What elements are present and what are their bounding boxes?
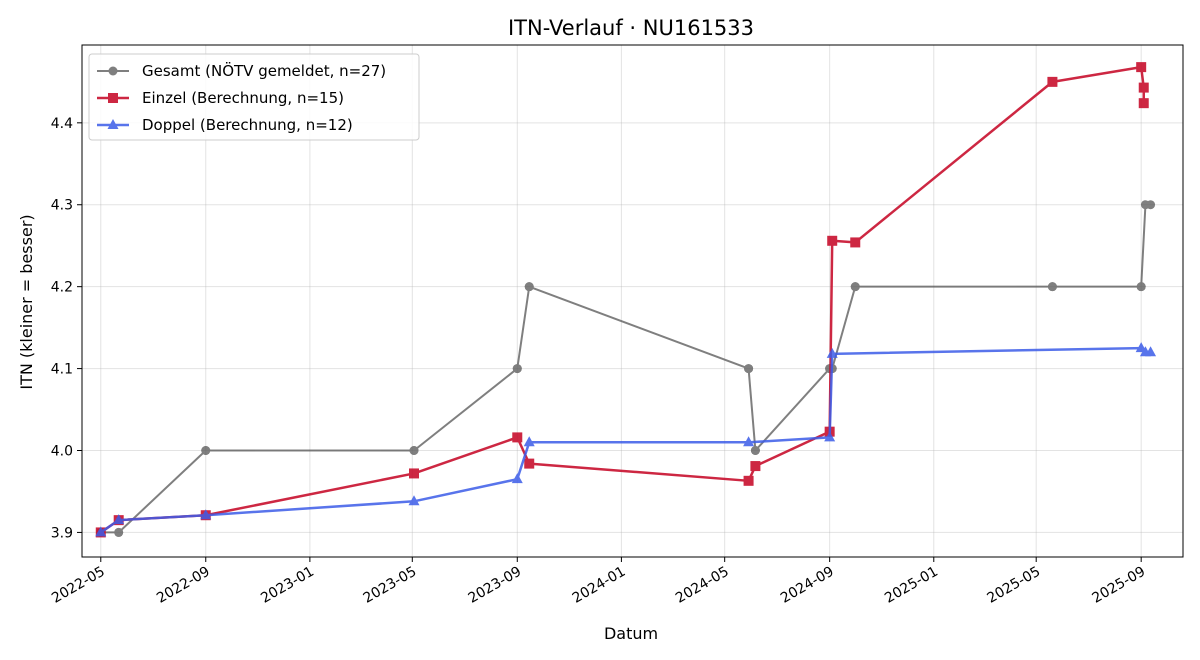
data-point: [409, 468, 420, 479]
y-axis: 3.9 4.0 4.1 4.2 4.3 4.4: [51, 116, 82, 541]
data-point: [1145, 346, 1157, 357]
data-point: [826, 347, 838, 358]
data-point: [1146, 200, 1156, 210]
data-point: [750, 461, 761, 472]
legend-marker: [108, 93, 118, 103]
y-axis-label: ITN (kleiner = besser): [17, 214, 36, 389]
data-point: [524, 458, 535, 469]
data-point: [824, 431, 836, 442]
series-circle: [96, 200, 1156, 537]
plot-frame: [81, 44, 1184, 558]
legend-item: [97, 66, 129, 76]
data-point: [744, 364, 754, 374]
y-tick-label: 4.1: [51, 362, 73, 378]
data-point: [1138, 82, 1149, 93]
legend-item: [97, 93, 129, 103]
data-point: [523, 436, 535, 447]
y-tick-label: 4.3: [51, 198, 73, 214]
x-tick-label: 2025-05: [985, 564, 1044, 607]
y-tick-label: 4.0: [51, 444, 73, 460]
y-tick-label: 3.9: [51, 525, 73, 541]
data-point: [201, 446, 211, 456]
data-point: [524, 282, 534, 292]
data-point: [113, 514, 125, 525]
data-point: [743, 436, 755, 447]
x-tick-label: 2022-05: [49, 564, 108, 607]
data-point: [511, 473, 523, 484]
x-axis-label: Datum: [604, 624, 658, 643]
series-layer: [95, 62, 1157, 538]
chart-title: ITN-Verlauf · NU161533: [508, 16, 754, 40]
data-point: [200, 509, 212, 520]
data-point: [512, 432, 523, 443]
data-point: [409, 446, 419, 456]
legend-label: Gesamt (NÖTV gemeldet, n=27): [142, 61, 386, 80]
x-axis: 2022-05 2022-09 2023-01 2023-05 2023-09 2024-…: [49, 557, 1148, 607]
legend-label: Doppel (Berechnung, n=12): [142, 116, 353, 134]
x-tick-label: 2024-05: [673, 564, 732, 607]
x-tick-label: 2024-09: [778, 564, 837, 607]
legend: Gesamt (NÖTV gemeldet, n=27) Einzel (Bere…: [88, 53, 420, 141]
x-tick-label: 2025-01: [882, 564, 941, 607]
data-point: [750, 446, 760, 456]
data-point: [1136, 282, 1146, 292]
x-tick-label: 2023-09: [466, 564, 525, 607]
legend-item: [97, 119, 129, 129]
data-point: [408, 495, 420, 506]
y-tick-label: 4.4: [51, 116, 73, 132]
legend-marker: [108, 66, 118, 76]
data-point: [743, 475, 754, 486]
data-point: [850, 282, 860, 292]
data-point: [114, 527, 124, 537]
x-tick-label: 2022-09: [154, 564, 213, 607]
data-point: [512, 364, 522, 374]
legend-box: [88, 53, 420, 141]
legend-label: Einzel (Berechnung, n=15): [142, 89, 344, 107]
y-tick-label: 4.2: [51, 280, 73, 296]
data-point: [1047, 282, 1057, 292]
data-point: [95, 526, 107, 537]
series-triangle: [95, 342, 1157, 537]
data-point: [1138, 98, 1149, 109]
x-tick-label: 2023-01: [258, 564, 317, 607]
x-tick-label: 2025-09: [1090, 564, 1149, 607]
x-tick-label: 2024-01: [570, 564, 629, 607]
x-tick-label: 2023-05: [361, 564, 420, 607]
data-point: [1136, 62, 1147, 73]
data-point: [827, 235, 838, 246]
grid-lines: [82, 45, 1183, 557]
data-point: [1047, 76, 1058, 87]
data-point: [850, 237, 861, 248]
legend-marker: [107, 119, 119, 129]
